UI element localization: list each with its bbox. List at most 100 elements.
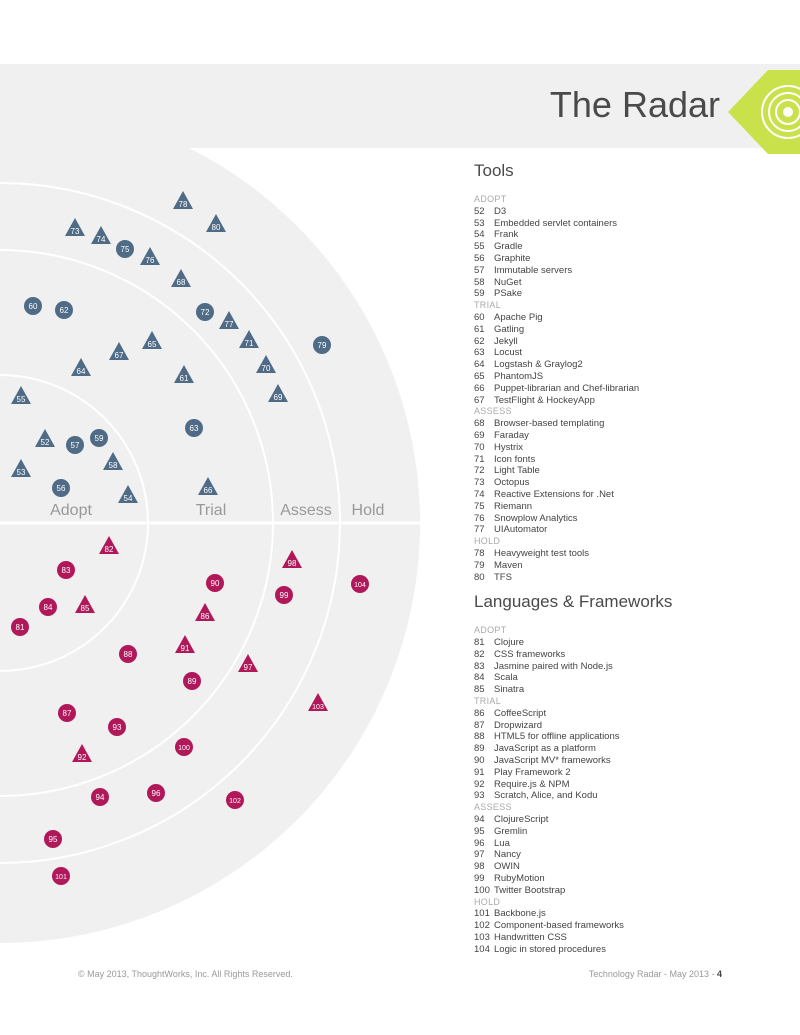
radar-blip-103: 103 — [308, 693, 328, 711]
blip-label: 58 — [109, 461, 118, 470]
blip-triangle — [173, 191, 193, 209]
blip-triangle — [11, 459, 31, 477]
blip-triangle — [142, 331, 162, 349]
ring-label-adopt: Adopt — [50, 502, 92, 519]
list-item-name: Component-based frameworks — [494, 920, 624, 932]
list-item-name: NuGet — [494, 276, 522, 288]
list-item-number: 72 — [474, 465, 485, 477]
list-item-name: Graphite — [494, 252, 531, 264]
blip-label: 72 — [201, 308, 210, 317]
list-item-number: 69 — [474, 429, 485, 441]
list-item: 93 Scratch, Alice, and Kodu — [474, 790, 794, 802]
list-item: 78 Heavyweight test tools — [474, 548, 794, 560]
blip-triangle — [219, 311, 239, 329]
list-item-number: 52 — [474, 205, 485, 217]
list-item: 100 Twitter Bootstrap — [474, 885, 794, 897]
radar-blip-92: 92 — [72, 744, 92, 762]
list-item: 56 Graphite — [474, 253, 794, 265]
radar-blip-85: 85 — [75, 595, 95, 613]
tools-list: ADOPT 52 D3 53 Embedded servlet containers 54… — [474, 194, 794, 583]
list-item-number: 102 — [474, 920, 490, 932]
list-item-name: RubyMotion — [494, 873, 545, 885]
list-item-number: 80 — [474, 571, 485, 583]
blip-label: 98 — [288, 559, 297, 568]
list-item-number: 88 — [474, 731, 485, 743]
blip-triangle — [71, 358, 91, 376]
blip-triangle — [91, 226, 111, 244]
blip-label: 100 — [178, 745, 190, 752]
blip-triangle — [175, 635, 195, 653]
list-item-name: Maven — [494, 559, 523, 571]
radar-blip-86: 86 — [195, 603, 215, 621]
blip-label: 61 — [180, 374, 189, 383]
radar-blip-71: 71 — [239, 330, 259, 348]
blip-triangle — [72, 744, 92, 762]
list-item-name: Immutable servers — [494, 264, 573, 276]
list-item: 99 RubyMotion — [474, 873, 794, 885]
list-item-number: 87 — [474, 719, 485, 731]
list-item-name: UIAutomator — [494, 524, 548, 536]
list-item: 90 JavaScript MV* frameworks — [474, 755, 794, 767]
radar-rings — [0, 103, 420, 943]
list-item: 101 Backbone.js — [474, 908, 794, 920]
blip-label: 66 — [204, 486, 213, 495]
list-item: 88 HTML5 for offline applications — [474, 731, 794, 743]
list-item: 74 Reactive Extensions for .Net — [474, 489, 794, 501]
radar-blip-58: 58 — [103, 452, 123, 470]
list-item-number: 96 — [474, 837, 485, 849]
blip-label: 91 — [181, 644, 190, 653]
tools-section-title: Tools — [474, 161, 514, 180]
list-item-name: Reactive Extensions for .Net — [494, 488, 614, 500]
blip-label: 87 — [63, 709, 72, 718]
list-item: 73 Octopus — [474, 477, 794, 489]
list-item-number: 92 — [474, 778, 485, 790]
list-item-name: Play Framework 2 — [494, 766, 571, 778]
list-item-name: Jekyll — [494, 335, 518, 347]
list-item-name: Snowplow Analytics — [494, 512, 578, 524]
radar-blip-57: 57 — [66, 436, 84, 454]
list-item-number: 64 — [474, 359, 485, 371]
blip-label: 59 — [95, 434, 104, 443]
radar-blip-70: 70 — [256, 355, 276, 373]
radar-blip-102: 102 — [226, 791, 244, 809]
blip-label: 90 — [211, 579, 220, 588]
radar-blip-77: 77 — [219, 311, 239, 329]
list-item-number: 100 — [474, 884, 490, 896]
list-item: 61 Gatling — [474, 324, 794, 336]
blip-label: 78 — [179, 200, 188, 209]
blip-circle — [91, 788, 109, 806]
list-item-name: Hystrix — [494, 441, 524, 453]
list-item-number: 103 — [474, 932, 490, 944]
radar-blip-78: 78 — [173, 191, 193, 209]
list-item-name: Gatling — [494, 323, 525, 335]
blip-label: 74 — [97, 235, 106, 244]
blip-label: 56 — [57, 484, 66, 493]
radar-blip-52: 52 — [35, 429, 55, 447]
tools-ring-heading: ASSESS — [474, 406, 512, 417]
list-item-name: D3 — [494, 205, 507, 217]
radar-blip-64: 64 — [71, 358, 91, 376]
list-item: 80 TFS — [474, 572, 794, 584]
list-item: 76 Snowplow Analytics — [474, 513, 794, 525]
blip-circle — [66, 436, 84, 454]
blip-circle — [108, 718, 126, 736]
blip-label: 68 — [177, 278, 186, 287]
list-item: 67 TestFlight & HockeyApp — [474, 395, 794, 407]
blip-label: 60 — [29, 302, 38, 311]
list-item: 77 UIAutomator — [474, 524, 794, 536]
list-item: 84 Scala — [474, 672, 794, 684]
blip-label: 75 — [121, 245, 130, 254]
blip-label: 62 — [60, 306, 69, 315]
blip-circle — [11, 618, 29, 636]
list-item-number: 62 — [474, 335, 485, 347]
radar-blip-84: 84 — [39, 598, 57, 616]
list-item-number: 71 — [474, 453, 485, 465]
list-item-number: 54 — [474, 229, 485, 241]
list-item-number: 99 — [474, 873, 485, 885]
list-item: 55 Gradle — [474, 241, 794, 253]
blip-label: 65 — [148, 340, 157, 349]
radar-logo-icon — [728, 70, 800, 154]
blip-label: 96 — [152, 789, 161, 798]
languages-section: Languages & Frameworks ADOPT 81 Clojure 82 C… — [474, 591, 794, 955]
list-item-number: 84 — [474, 672, 485, 684]
